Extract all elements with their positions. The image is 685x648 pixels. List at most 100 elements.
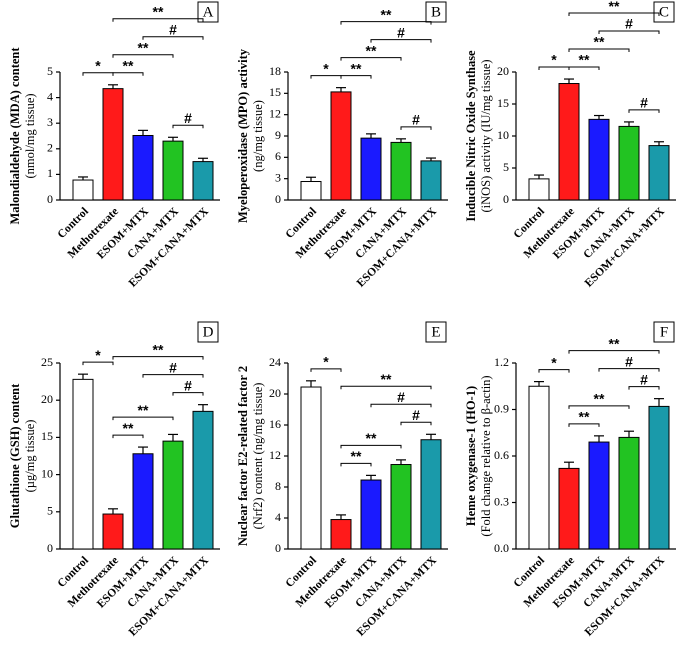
significance-label: **: [153, 4, 164, 20]
significance-bracket: [172, 124, 204, 129]
significance-bracket: [112, 434, 144, 439]
y-tick-label: 12: [269, 106, 281, 120]
significance-label: **: [594, 391, 605, 407]
panel: 0 3 6 9 12 15 18 Myeloperoxidase (MPO) activity…: [236, 1, 448, 290]
y-tick-label: 2: [47, 141, 53, 155]
bar: [528, 178, 550, 201]
significance-label: **: [351, 448, 362, 464]
panel: 0.0 0.3 0.6 0.9 1.2 Heme oxygenase-1 (HO-1) (F…: [464, 321, 676, 639]
significance-bracket: [340, 57, 402, 61]
significance-label: **: [366, 430, 377, 446]
panel-label: D: [203, 324, 214, 340]
y-tick-label: 1.2: [494, 355, 509, 369]
y-axis-label: Myeloperoxidase (MPO) activity: [236, 48, 250, 223]
y-tick-label: 8: [275, 479, 281, 493]
significance-label: **: [138, 402, 149, 418]
significance-bracket: [172, 392, 204, 396]
y-axis-label: Inducible Nitric Oxide Synthase: [464, 50, 478, 222]
panel-box: [425, 321, 447, 343]
panel: 0 4 8 12 16 20 24 Nuclear factor E2-related fac…: [236, 321, 448, 639]
significance-bracket: [628, 109, 660, 113]
significance-bracket: [112, 18, 204, 22]
y-tick-label: 4: [47, 89, 53, 103]
y-tick-label: 20: [497, 64, 509, 78]
bar: [300, 181, 322, 201]
bar: [330, 519, 352, 550]
significance-label: **: [579, 52, 590, 68]
y-tick-label: 15: [41, 429, 53, 443]
y-tick-label: 5: [47, 504, 53, 518]
panel: 0 1 2 3 4 5 Malondialdehyde (MDA) content (nmol…: [8, 1, 220, 290]
bar: [102, 513, 124, 550]
significance-label: #: [397, 389, 405, 405]
significance-label: *: [95, 58, 101, 74]
panel-box: [197, 1, 219, 23]
significance-label: **: [366, 42, 377, 58]
significance-label: **: [381, 371, 392, 387]
y-axis-label: Malondialdehyde (MDA) content: [8, 47, 22, 225]
y-tick-label: 20: [41, 392, 53, 406]
bar: [420, 160, 442, 201]
y-tick-label: 0.3: [494, 494, 509, 508]
panel: 0 5 10 15 20 25 Glutathione (GSH) content (µg/m…: [8, 321, 220, 639]
y-axis-label: Glutathione (GSH) content: [8, 383, 22, 528]
bar: [330, 91, 352, 201]
y-axis-unit: (iNOS) activity (IU/mg tissue): [479, 59, 493, 212]
y-tick-label: 6: [275, 149, 281, 163]
bar: [360, 479, 382, 550]
significance-bracket: [112, 416, 174, 421]
panel-box: [425, 1, 447, 23]
y-tick-label: 4: [275, 510, 281, 524]
significance-bracket: [142, 36, 204, 40]
y-tick-label: 15: [269, 85, 281, 99]
significance-label: #: [640, 371, 648, 387]
significance-bracket: [142, 374, 204, 378]
bar: [588, 118, 610, 201]
bar: [162, 140, 184, 201]
bar: [390, 141, 412, 201]
y-tick-label: 16: [269, 417, 281, 431]
significance-bracket: [568, 350, 660, 354]
bar: [528, 385, 550, 550]
significance-bracket: [400, 126, 432, 130]
y-axis-unit: (Nrf2) content (ng/mg tissue): [251, 383, 265, 530]
significance-label: #: [625, 16, 633, 32]
panel-box: [197, 321, 219, 343]
significance-bracket: [538, 369, 570, 373]
bar: [72, 179, 94, 201]
bar: [192, 161, 214, 201]
bar: [132, 134, 154, 201]
y-tick-label: 24: [269, 355, 281, 369]
y-tick-label: 18: [269, 64, 281, 78]
significance-bracket: [568, 405, 630, 409]
significance-bracket: [340, 462, 372, 467]
significance-label: **: [351, 60, 362, 76]
significance-bracket: [568, 423, 600, 427]
significance-label: #: [169, 359, 177, 375]
y-tick-label: 9: [275, 128, 281, 142]
bar: [102, 88, 124, 201]
significance-bracket: [340, 21, 432, 25]
significance-label: #: [397, 24, 405, 40]
bar: [72, 378, 94, 550]
bar: [420, 439, 442, 550]
panel-label: E: [431, 324, 440, 340]
y-axis-label: Heme oxygenase-1 (HO-1): [464, 386, 478, 526]
significance-label: #: [412, 112, 420, 128]
significance-bracket: [598, 368, 660, 372]
significance-label: #: [184, 377, 192, 393]
bar: [588, 441, 610, 550]
y-tick-label: 5: [47, 64, 53, 78]
bar: [648, 405, 670, 550]
y-tick-label: 10: [497, 128, 509, 142]
significance-bracket: [340, 75, 372, 79]
significance-label: #: [184, 110, 192, 126]
significance-bracket: [598, 30, 660, 35]
y-axis-unit: (ng/mg tissue): [251, 100, 265, 172]
y-tick-label: 0: [275, 541, 281, 555]
significance-label: **: [153, 341, 164, 357]
y-tick-label: 0: [47, 192, 53, 206]
significance-bracket: [568, 66, 600, 71]
y-tick-label: 20: [269, 386, 281, 400]
